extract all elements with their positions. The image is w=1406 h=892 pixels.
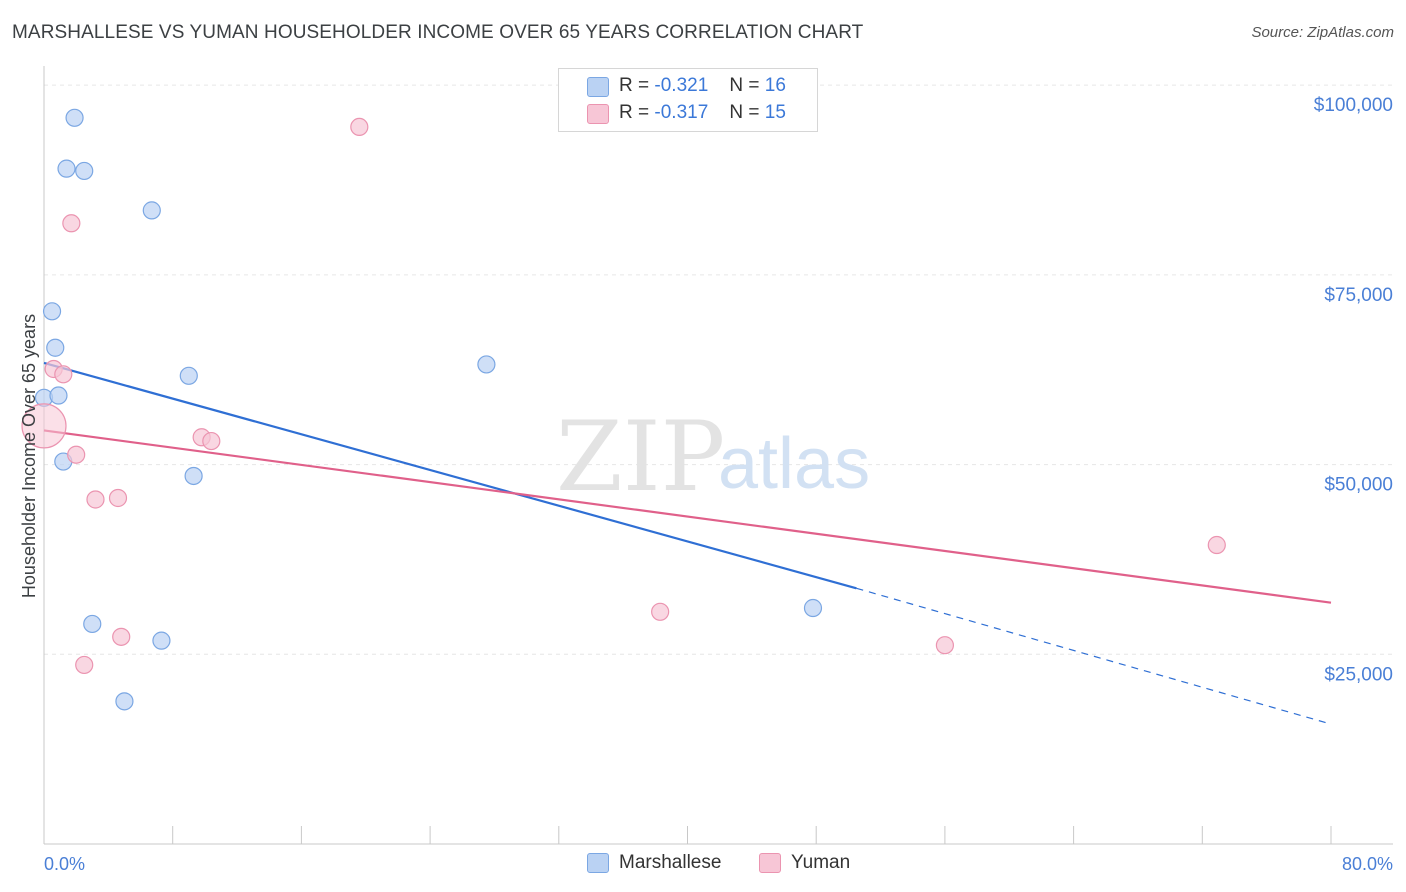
data-points — [21, 108, 1226, 711]
data-point-marshallese — [477, 355, 496, 374]
trend-line-extension-marshallese — [856, 587, 1332, 725]
watermark-zip: ZIP — [556, 401, 725, 513]
data-point-yuman — [350, 117, 369, 137]
data-point-yuman — [1207, 535, 1226, 555]
marshallese-n-value: 16 — [764, 75, 786, 96]
data-point-yuman — [651, 602, 670, 621]
y-tick-label: $75,000 — [1324, 285, 1393, 306]
y-tick-label: $100,000 — [1314, 95, 1393, 116]
data-point-yuman — [62, 214, 81, 233]
data-point-yuman — [67, 445, 86, 464]
data-point-marshallese — [115, 692, 134, 711]
marshallese-legend-swatch — [587, 853, 609, 873]
x-tick-labels: 0.0% 80.0% — [44, 854, 1393, 874]
chart-title: MARSHALLESE VS YUMAN HOUSEHOLDER INCOME … — [12, 22, 864, 43]
yuman-r-value: -0.317 — [654, 102, 709, 123]
data-point-marshallese — [75, 161, 94, 181]
n-label: N = — [729, 75, 760, 96]
source-credit: Source: ZipAtlas.com — [1251, 24, 1394, 41]
yuman-swatch — [587, 104, 609, 124]
trend-line-yuman — [43, 429, 1332, 604]
trend-line-marshallese — [43, 361, 857, 590]
y-tick-labels: $25,000 $50,000 $75,000 $100,000 — [1314, 95, 1393, 685]
gridlines — [44, 84, 1393, 655]
data-point-marshallese — [152, 631, 171, 650]
data-point-marshallese — [142, 201, 161, 220]
marshallese-legend-label: Marshallese — [619, 852, 722, 873]
data-point-marshallese — [57, 159, 76, 178]
data-point-marshallese — [184, 466, 203, 486]
x-tick-label: 0.0% — [44, 854, 85, 874]
data-point-yuman — [21, 403, 67, 449]
r-label: R = — [619, 102, 650, 123]
watermark: ZIP atlas — [556, 401, 870, 513]
yuman-n-value: 15 — [764, 102, 786, 123]
data-point-marshallese — [179, 366, 198, 385]
data-point-yuman — [86, 490, 105, 509]
y-axis-label: Householder Income Over 65 years — [19, 314, 39, 598]
yuman-legend-swatch — [759, 853, 781, 873]
data-point-yuman — [202, 431, 221, 451]
marshallese-swatch — [587, 77, 609, 97]
data-point-marshallese — [42, 302, 62, 321]
x-tick-label: 80.0% — [1342, 854, 1393, 874]
axes — [43, 66, 1393, 845]
data-point-marshallese — [65, 108, 84, 127]
stats-legend: R = -0.321 N = 16 R = -0.317 N = 15 — [558, 68, 818, 132]
y-tick-label: $25,000 — [1324, 664, 1393, 685]
watermark-atlas: atlas — [718, 424, 870, 504]
data-point-marshallese — [803, 598, 823, 618]
data-point-yuman — [112, 627, 131, 646]
trend-lines — [43, 361, 1332, 725]
data-point-yuman — [108, 488, 128, 508]
yuman-legend-label: Yuman — [791, 852, 851, 873]
data-point-yuman — [54, 365, 73, 384]
data-point-marshallese — [83, 614, 102, 634]
n-label: N = — [729, 102, 760, 123]
data-point-marshallese — [46, 338, 65, 357]
data-point-yuman — [75, 655, 94, 675]
data-point-yuman — [935, 636, 955, 655]
y-tick-label: $50,000 — [1324, 475, 1393, 496]
data-point-marshallese — [49, 386, 68, 405]
marshallese-r-value: -0.321 — [654, 75, 709, 96]
r-label: R = — [619, 75, 650, 96]
